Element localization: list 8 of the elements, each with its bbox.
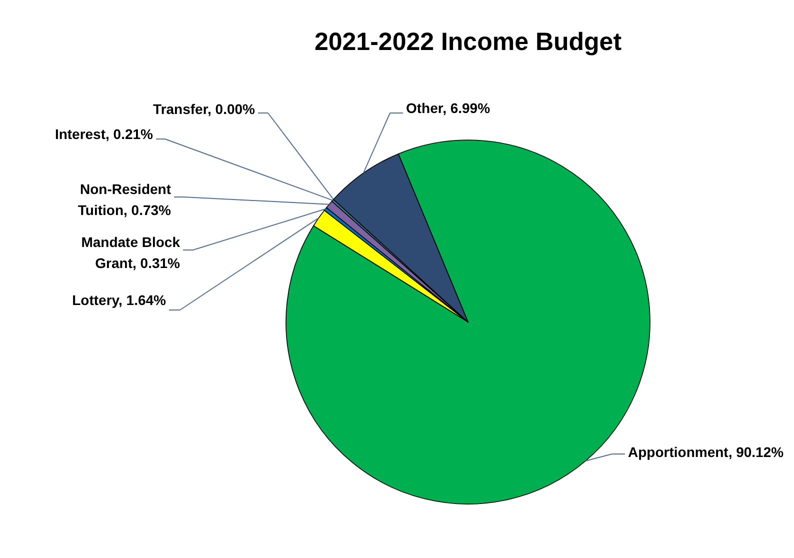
slice-label: Lottery, 1.64% <box>72 292 167 308</box>
slice-label: Non-Resident Tuition, 0.73% <box>78 181 172 218</box>
slice-label: Other, 6.99% <box>406 100 491 116</box>
chart-title: 2021-2022 Income Budget <box>314 28 622 56</box>
legend-label: Transfer, 0.00% <box>153 101 256 117</box>
slice-label: Apportionment, 90.12% <box>628 444 784 460</box>
slice-label: Interest, 0.21% <box>54 126 154 142</box>
slice-label: Mandate Block Grant, 0.31% <box>81 234 181 271</box>
